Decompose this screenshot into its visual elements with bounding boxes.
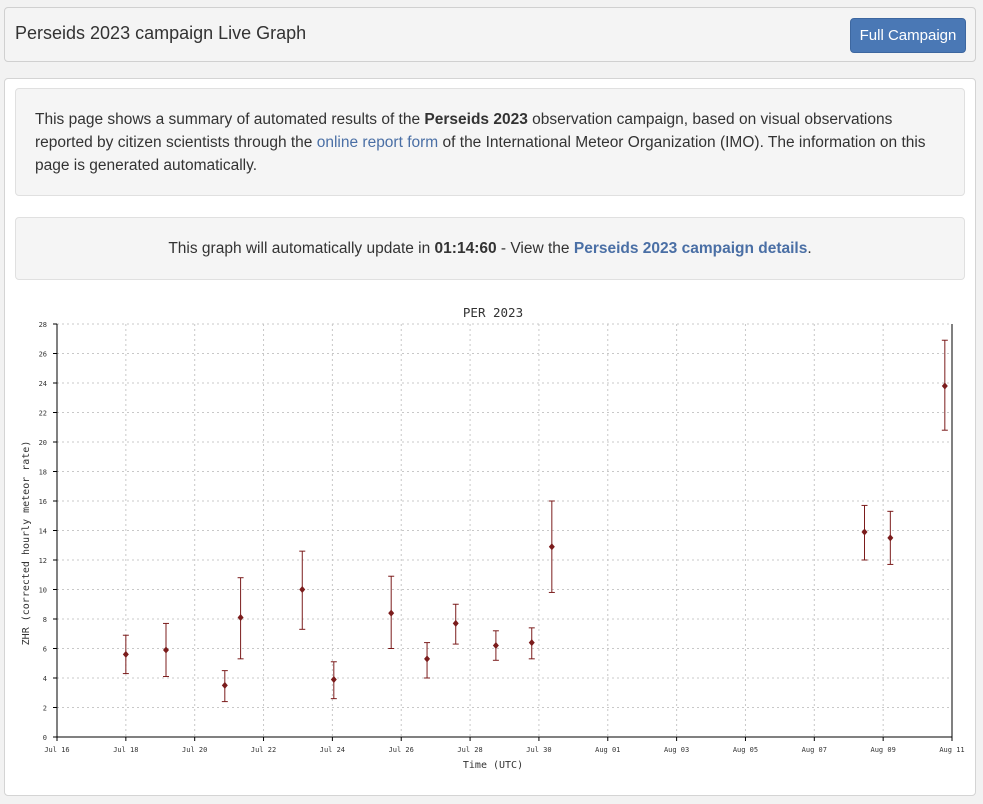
data-point: [861, 528, 868, 536]
zhr-chart: PER 2023 Time (UTC) ZHR (corrected hourl…: [21, 305, 965, 771]
update-text: .: [807, 240, 812, 257]
x-tick-label: Jul 22: [251, 746, 276, 754]
chart-title: PER 2023: [463, 305, 523, 320]
online-report-form-link[interactable]: online report form: [316, 134, 439, 151]
x-tick-label: Jul 24: [320, 746, 345, 754]
data-point: [221, 681, 228, 689]
intro-text-part: This page shows a summary of automated r…: [35, 111, 425, 128]
data-point: [452, 619, 459, 627]
y-axis-label: ZHR (corrected hourly meteor rate): [21, 441, 32, 646]
x-axis-label: Time (UTC): [463, 760, 523, 771]
x-tick-label: Jul 26: [389, 746, 414, 754]
y-tick-label: 8: [43, 616, 47, 624]
data-point: [548, 543, 555, 551]
intro-text-part: observation campaign, based on visual ob…: [35, 111, 893, 151]
x-tick-label: Jul 28: [457, 746, 482, 754]
y-tick-label: 28: [39, 321, 47, 329]
page-title: Perseids 2023 campaign Live Graph: [15, 23, 307, 43]
y-tick-label: 24: [39, 380, 47, 388]
data-point: [122, 650, 129, 658]
data-point: [237, 614, 244, 622]
campaign-name: Perseids 2023: [424, 111, 528, 128]
y-tick-label: 4: [43, 675, 47, 683]
data-point: [887, 534, 894, 542]
y-tick-label: 10: [39, 587, 47, 595]
y-tick-label: 26: [39, 351, 47, 359]
data-point: [941, 382, 948, 390]
x-tick-label: Aug 05: [733, 746, 758, 754]
y-tick-label: 20: [39, 439, 47, 447]
y-tick-label: 0: [43, 734, 47, 742]
x-tick-label: Jul 20: [182, 746, 207, 754]
y-tick-label: 16: [39, 498, 47, 506]
y-tick-label: 6: [43, 646, 47, 654]
x-tick-label: Jul 18: [113, 746, 138, 754]
data-point: [492, 642, 499, 650]
y-tick-label: 18: [39, 469, 47, 477]
data-point: [424, 655, 431, 663]
intro-well: This page shows a summary of automated r…: [15, 88, 965, 196]
intro-text: This page shows a summary of automated r…: [35, 108, 945, 177]
page-header: Perseids 2023 campaign Live Graph Full C…: [4, 7, 976, 62]
x-tick-label: Aug 01: [595, 746, 620, 754]
x-tick-label: Aug 09: [871, 746, 896, 754]
update-text: This graph will automatically update in: [168, 240, 435, 257]
data-point: [330, 675, 337, 683]
countdown-timer: 01:14:60: [434, 240, 497, 257]
update-well: This graph will automatically update in …: [15, 217, 965, 280]
x-tick-label: Jul 16: [44, 746, 69, 754]
y-tick-label: 14: [39, 528, 47, 536]
main-panel: This page shows a summary of automated r…: [4, 78, 976, 796]
data-point: [388, 609, 395, 617]
x-tick-label: Aug 07: [802, 746, 827, 754]
data-point: [163, 646, 170, 654]
update-text: - View the: [496, 240, 574, 257]
y-tick-label: 2: [43, 705, 47, 713]
x-tick-label: Aug 03: [664, 746, 689, 754]
y-tick-label: 12: [39, 557, 47, 565]
full-campaign-button[interactable]: Full Campaign: [850, 18, 966, 53]
campaign-details-link[interactable]: Perseids 2023 campaign details: [573, 240, 808, 257]
y-tick-label: 22: [39, 410, 47, 418]
x-tick-label: Aug 11: [939, 746, 964, 754]
zhr-chart-container: PER 2023 Time (UTC) ZHR (corrected hourl…: [15, 301, 965, 785]
intro-text-part: of the International Meteor Organization…: [35, 134, 926, 174]
data-point: [528, 639, 535, 647]
data-point: [299, 586, 306, 593]
x-tick-label: Jul 30: [526, 746, 551, 754]
